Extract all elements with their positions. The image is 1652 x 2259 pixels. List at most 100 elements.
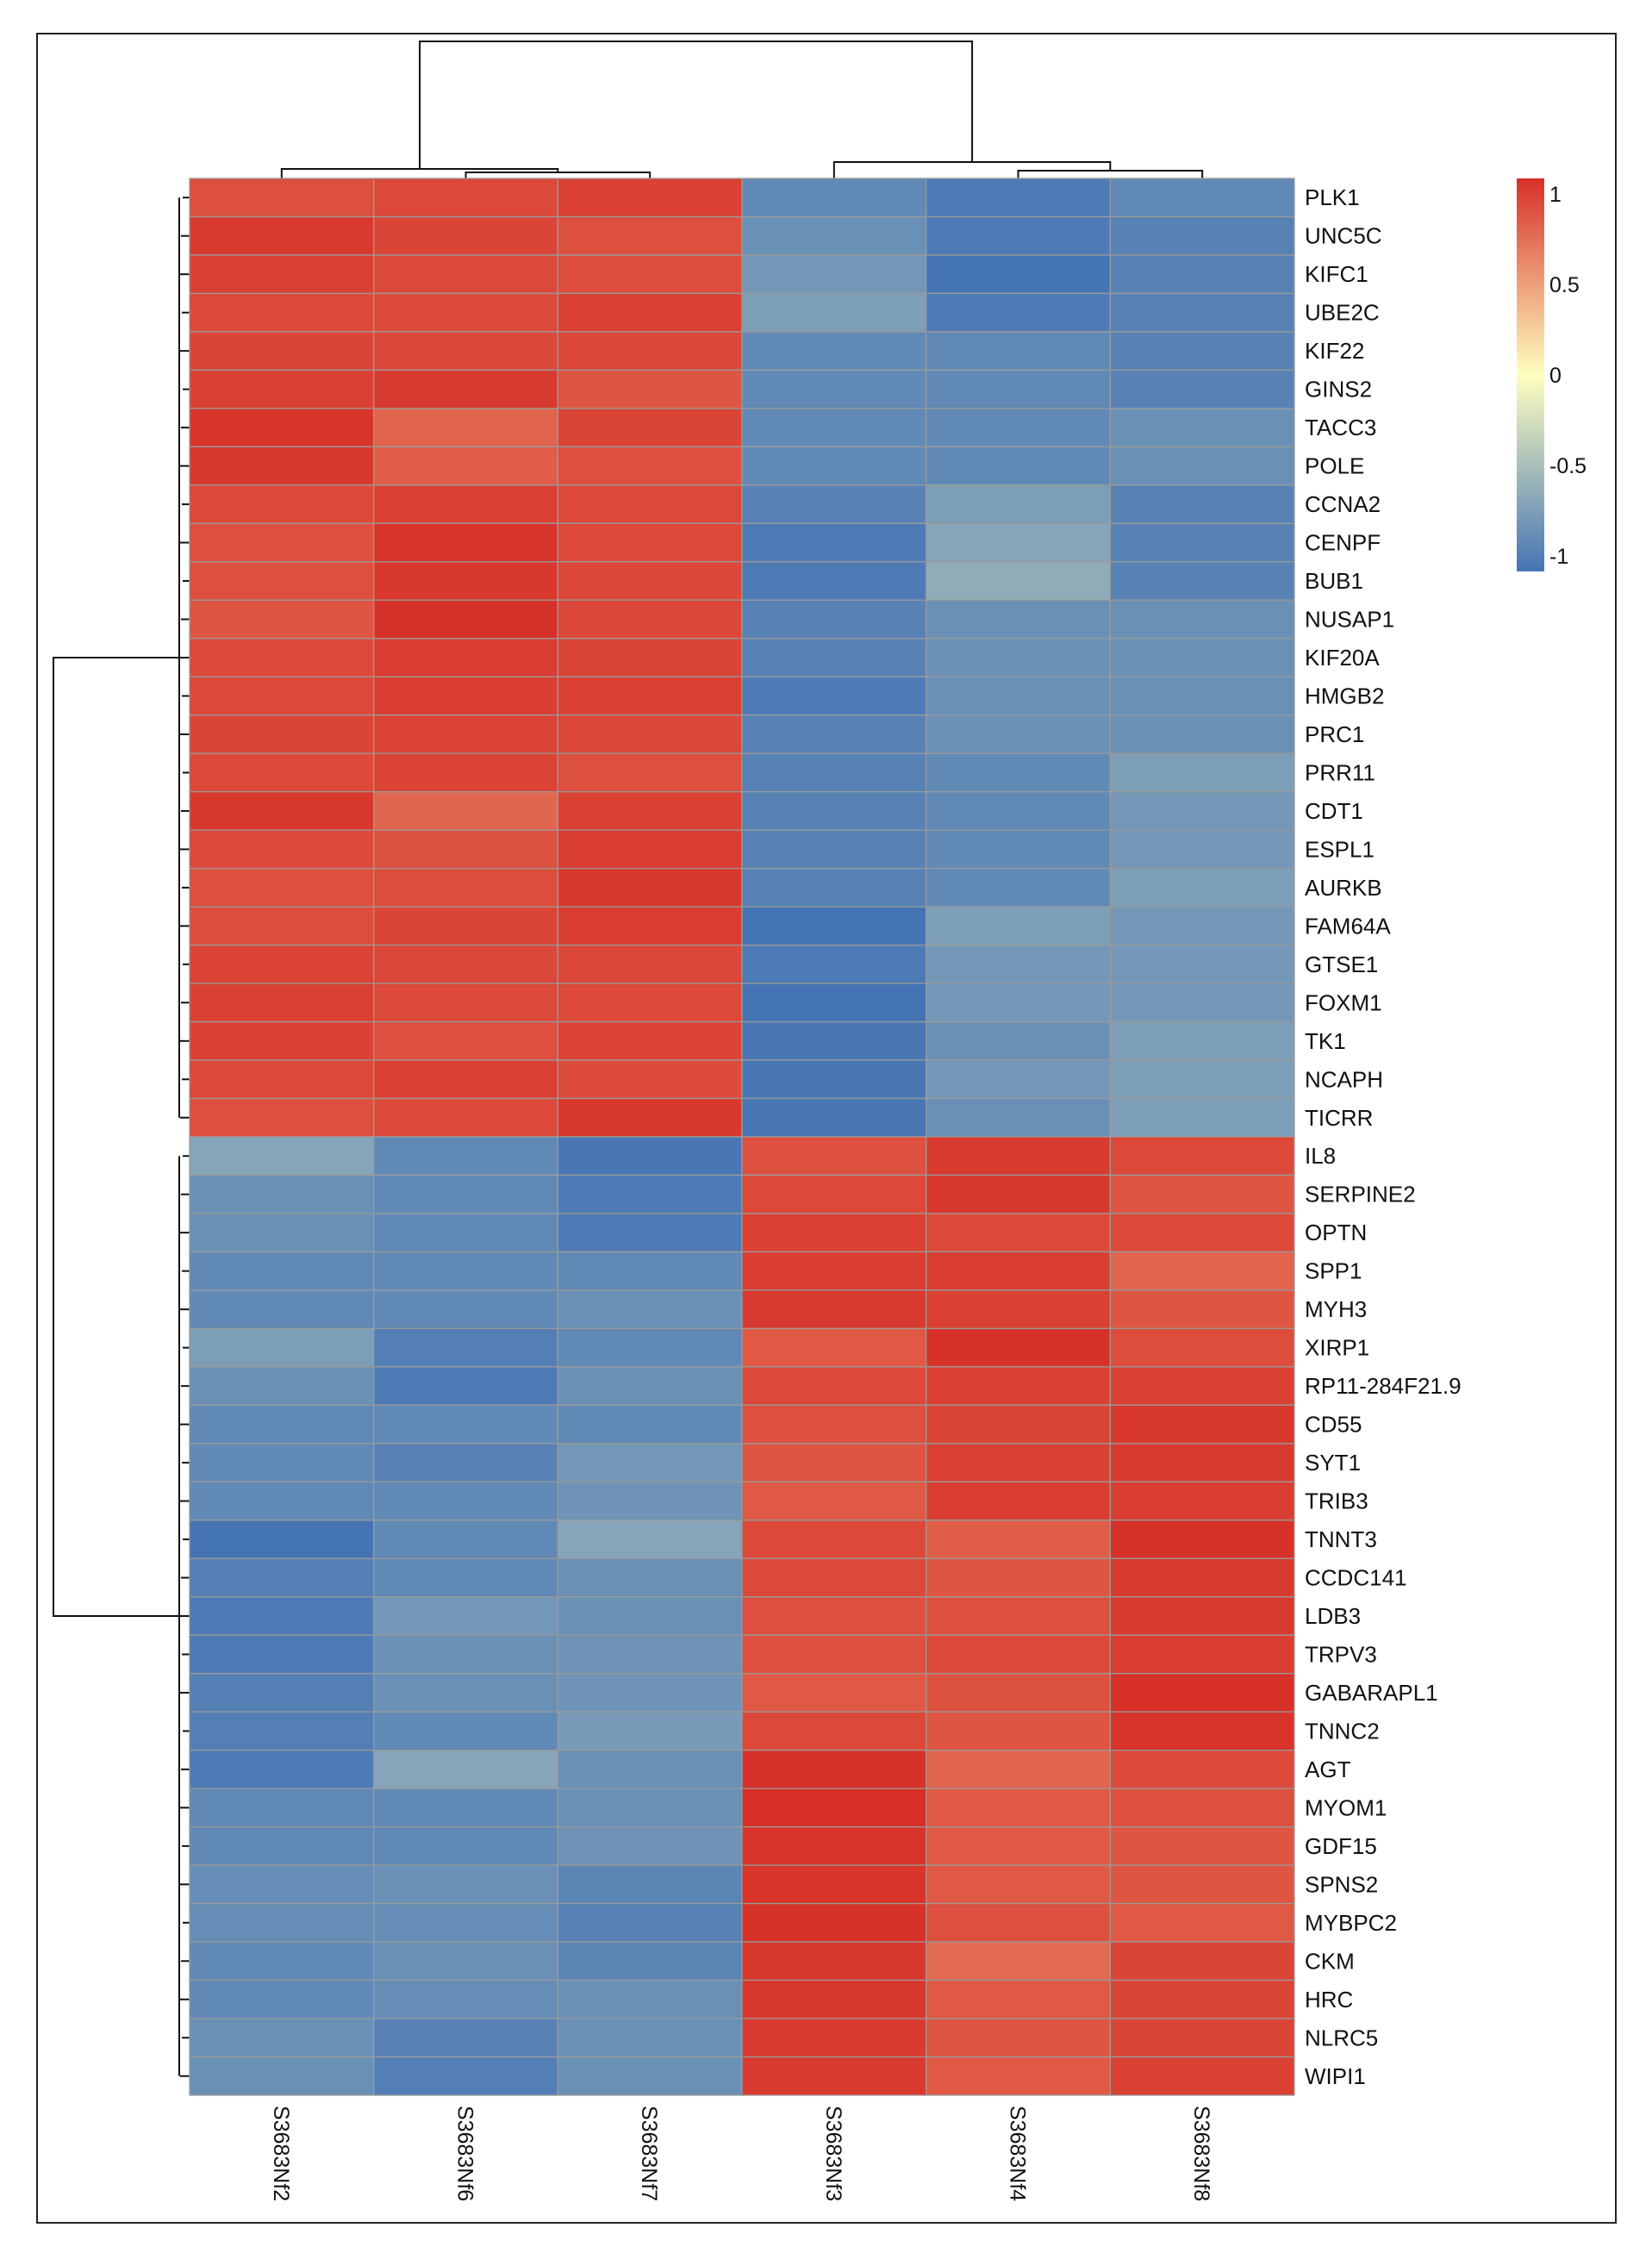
heatmap-cell bbox=[373, 1788, 558, 1828]
legend-colorbar bbox=[1517, 178, 1544, 571]
heatmap-cell bbox=[189, 215, 375, 256]
sample-label: S3683Nf3 bbox=[821, 2106, 845, 2201]
heatmap-cell bbox=[373, 215, 558, 256]
legend-tick-label: -0.5 bbox=[1549, 454, 1587, 478]
heatmap-cell bbox=[741, 1902, 927, 1943]
heatmap-cell bbox=[557, 906, 743, 946]
gene-label: NLRC5 bbox=[1305, 2025, 1378, 2050]
gene-label: KIF20A bbox=[1305, 645, 1380, 671]
heatmap-cell bbox=[557, 1097, 743, 1138]
gene-label: CDT1 bbox=[1305, 798, 1363, 824]
heatmap-cell bbox=[1109, 408, 1295, 448]
heatmap-cell bbox=[926, 446, 1111, 486]
heatmap-cell bbox=[373, 1136, 558, 1176]
heatmap-cell bbox=[741, 522, 927, 563]
heatmap-cell bbox=[1109, 638, 1295, 677]
heatmap-cell bbox=[1109, 1557, 1295, 1598]
heatmap-cell bbox=[189, 2056, 375, 2096]
gene-label: FOXM1 bbox=[1305, 989, 1382, 1015]
heatmap-cell bbox=[1109, 1711, 1295, 1751]
heatmap-cell bbox=[189, 1788, 375, 1828]
heatmap-cell bbox=[926, 983, 1111, 1023]
gene-label: GINS2 bbox=[1305, 377, 1372, 403]
heatmap-cell bbox=[189, 1673, 375, 1713]
heatmap-cell bbox=[1109, 1825, 1295, 1866]
heatmap-cell bbox=[741, 1251, 927, 1291]
heatmap-cell bbox=[926, 561, 1111, 601]
heatmap-cell bbox=[557, 1750, 743, 1789]
gene-label: PRR11 bbox=[1305, 759, 1375, 785]
heatmap-cell bbox=[557, 829, 743, 870]
sample-label: S3683Nf6 bbox=[453, 2106, 477, 2201]
heatmap-cell bbox=[373, 752, 558, 793]
heatmap-cell bbox=[557, 484, 743, 524]
gene-label: TRPV3 bbox=[1305, 1641, 1377, 1667]
heatmap-cell bbox=[189, 1711, 375, 1751]
dendro-branch bbox=[280, 168, 559, 178]
heatmap-cell bbox=[373, 1366, 558, 1407]
heatmap-cell bbox=[1109, 1327, 1295, 1368]
heatmap-cell bbox=[373, 408, 558, 448]
heatmap-cell bbox=[557, 1136, 743, 1176]
heatmap-cell bbox=[373, 1711, 558, 1751]
heatmap-cell bbox=[926, 522, 1111, 563]
gene-label: GTSE1 bbox=[1305, 952, 1378, 977]
heatmap-cell bbox=[741, 215, 927, 256]
heatmap-cell bbox=[557, 1596, 743, 1636]
heatmap-cell bbox=[1109, 791, 1295, 831]
heatmap-cell bbox=[373, 1864, 558, 1905]
heatmap-cell bbox=[926, 1136, 1111, 1176]
heatmap-cell bbox=[1109, 446, 1295, 486]
heatmap-cell bbox=[557, 178, 743, 218]
heatmap-cell bbox=[741, 1059, 927, 1100]
heatmap-cell bbox=[926, 254, 1111, 295]
dendro-root bbox=[53, 657, 177, 1617]
heatmap-cell bbox=[926, 1481, 1111, 1521]
heatmap-cell bbox=[373, 1902, 558, 1943]
heatmap-cell bbox=[1109, 2018, 1295, 2058]
heatmap-cell bbox=[373, 1634, 558, 1675]
heatmap-cell bbox=[557, 292, 743, 333]
heatmap-cell bbox=[189, 906, 375, 946]
heatmap-cell bbox=[557, 2056, 743, 2096]
heatmap-cell bbox=[373, 1941, 558, 1981]
heatmap-cell bbox=[741, 254, 927, 295]
heatmap-cell bbox=[1109, 369, 1295, 409]
gene-label: HRC bbox=[1305, 1987, 1353, 2013]
gene-label: TRIB3 bbox=[1305, 1488, 1368, 1514]
heatmap-cell bbox=[189, 638, 375, 677]
heatmap-cell bbox=[189, 446, 375, 486]
heatmap-cell bbox=[373, 1059, 558, 1100]
gene-label: TICRR bbox=[1305, 1105, 1373, 1131]
heatmap-cell bbox=[373, 1750, 558, 1789]
heatmap-cell bbox=[926, 676, 1111, 716]
heatmap-cell bbox=[1109, 1673, 1295, 1713]
heatmap-cell bbox=[1109, 1788, 1295, 1828]
heatmap-cell bbox=[557, 1366, 743, 1407]
heatmap-cell bbox=[741, 2018, 927, 2058]
heatmap-cell bbox=[373, 1251, 558, 1291]
heatmap-cell bbox=[926, 2056, 1111, 2096]
heatmap-cell bbox=[741, 1557, 927, 1598]
heatmap-cell bbox=[189, 1634, 375, 1675]
heatmap-cell bbox=[189, 1020, 375, 1061]
heatmap-cell bbox=[926, 1366, 1111, 1407]
heatmap-cell bbox=[926, 1174, 1111, 1214]
heatmap-cell bbox=[189, 369, 375, 409]
heatmap-cell bbox=[1109, 1596, 1295, 1636]
heatmap-cell bbox=[557, 1020, 743, 1061]
heatmap-cell bbox=[373, 369, 558, 409]
heatmap-cell bbox=[926, 408, 1111, 448]
heatmap-cell bbox=[373, 1673, 558, 1713]
gene-label: TNNT3 bbox=[1305, 1526, 1377, 1552]
heatmap-cell bbox=[926, 752, 1111, 793]
heatmap-cell bbox=[189, 408, 375, 448]
heatmap-cell bbox=[557, 676, 743, 716]
heatmap-cell bbox=[373, 906, 558, 946]
legend-tick-label: 1 bbox=[1549, 183, 1562, 207]
heatmap-cell bbox=[557, 1520, 743, 1559]
heatmap-cell bbox=[1109, 292, 1295, 333]
heatmap-cell bbox=[373, 791, 558, 831]
heatmap-cell bbox=[741, 599, 927, 640]
